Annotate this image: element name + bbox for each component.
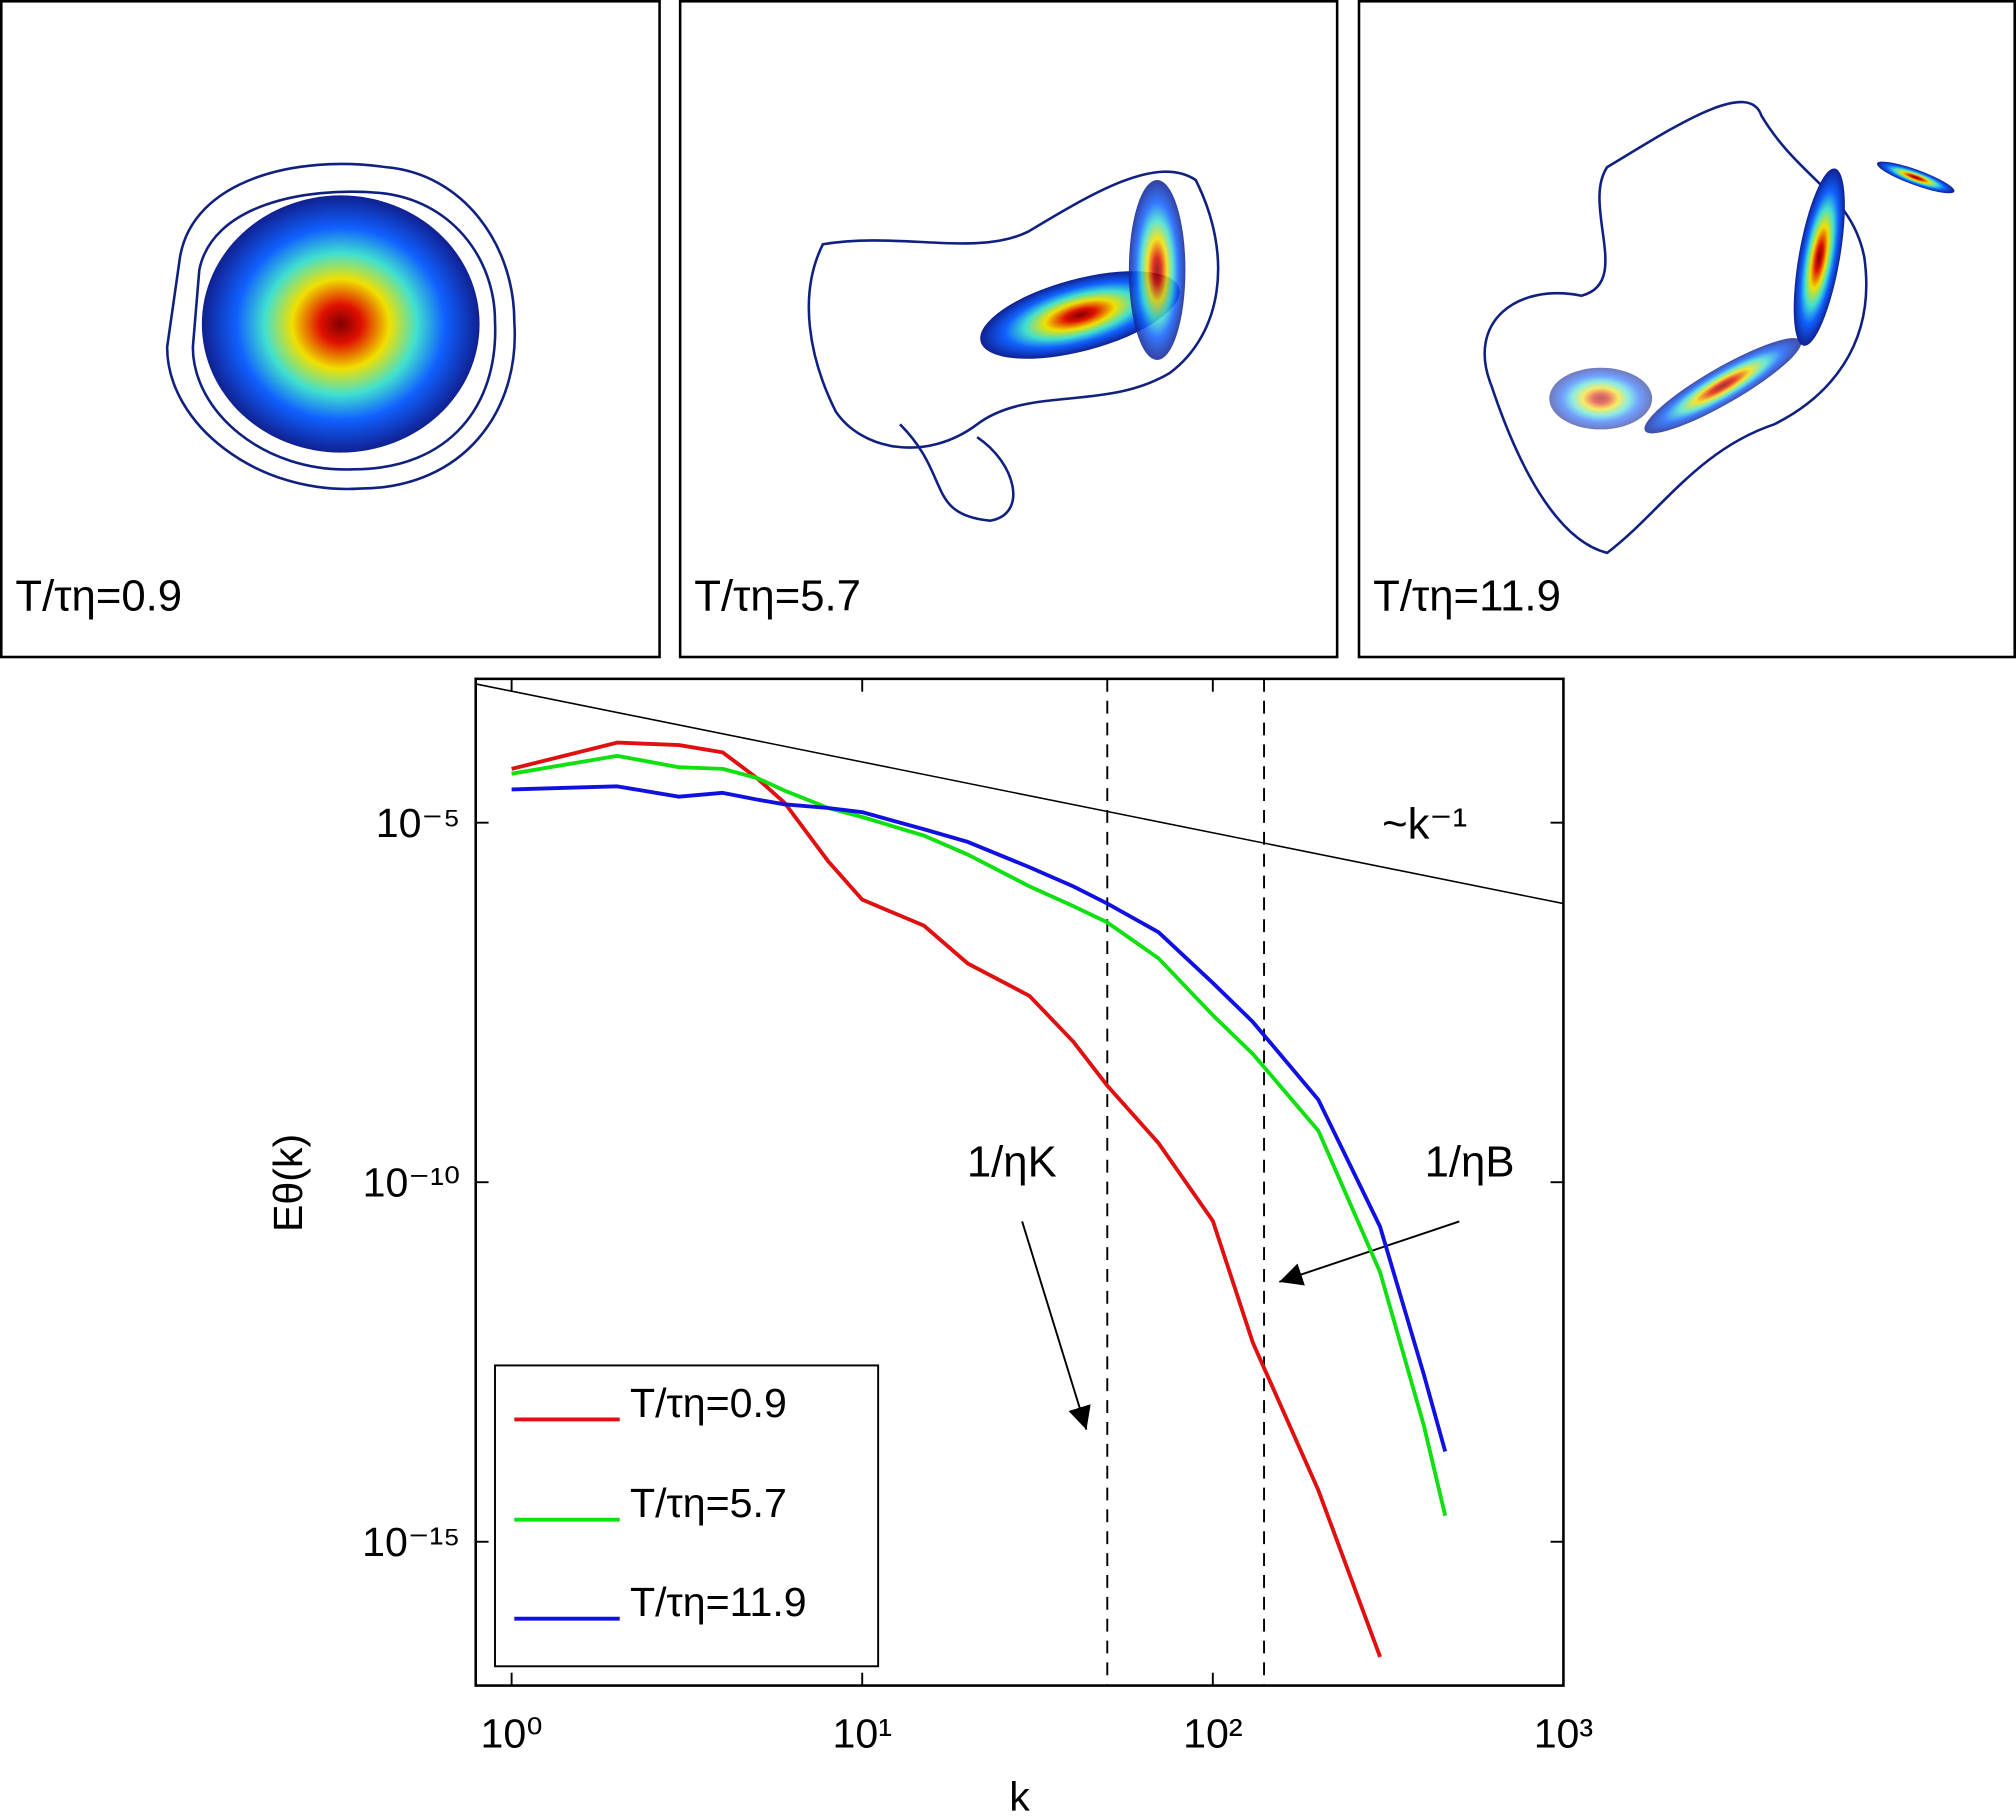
series-line (511, 753, 1448, 1517)
scalar-blob (1876, 161, 1955, 194)
series-line (511, 740, 1382, 1658)
scalar-blob (201, 195, 480, 453)
contour (1483, 100, 1868, 555)
annotation: 1/ηB (1425, 1137, 1515, 1186)
legend-label: T/τη=11.9 (630, 1579, 807, 1625)
reference-line (475, 683, 1564, 905)
x-tick-label: 10³ (1534, 1710, 1593, 1756)
y-tick-label: 10⁻¹⁵ (362, 1519, 460, 1565)
legend-label: T/τη=5.7 (630, 1480, 787, 1526)
x-tick-label: 10² (1183, 1710, 1242, 1756)
contour (807, 170, 1220, 449)
annotation-arrow (1021, 1221, 1091, 1430)
panel (678, 0, 1339, 659)
scalar-blob (1549, 367, 1653, 430)
panel-label: T/τη=11.9 (1373, 572, 1561, 621)
legend-box (494, 1364, 880, 1668)
scalar-blob (1793, 168, 1845, 346)
panel-label: T/τη=0.9 (15, 572, 182, 621)
annotation: 1/ηK (967, 1137, 1057, 1186)
scalar-blob (1128, 180, 1186, 360)
annotation: ~k⁻¹ (1382, 799, 1467, 848)
contour (191, 190, 497, 471)
scalar-blob (1644, 338, 1802, 434)
panel-label: T/τη=5.7 (694, 572, 861, 621)
contour (165, 162, 517, 491)
y-tick-label: 10⁻¹⁰ (363, 1159, 461, 1205)
legend-label: T/τη=0.9 (630, 1380, 787, 1426)
panel-frame (1357, 0, 2016, 659)
contour (899, 423, 1015, 523)
y-axis-label: Eθ(k) (265, 1134, 311, 1232)
x-tick-label: 10¹ (832, 1710, 891, 1756)
series-line (511, 784, 1448, 1453)
x-tick-label: 10⁰ (480, 1710, 542, 1756)
panel (0, 0, 661, 659)
x-axis-label: k (1009, 1773, 1030, 1818)
y-tick-label: 10⁻⁵ (376, 800, 461, 846)
panel (1357, 0, 2016, 659)
